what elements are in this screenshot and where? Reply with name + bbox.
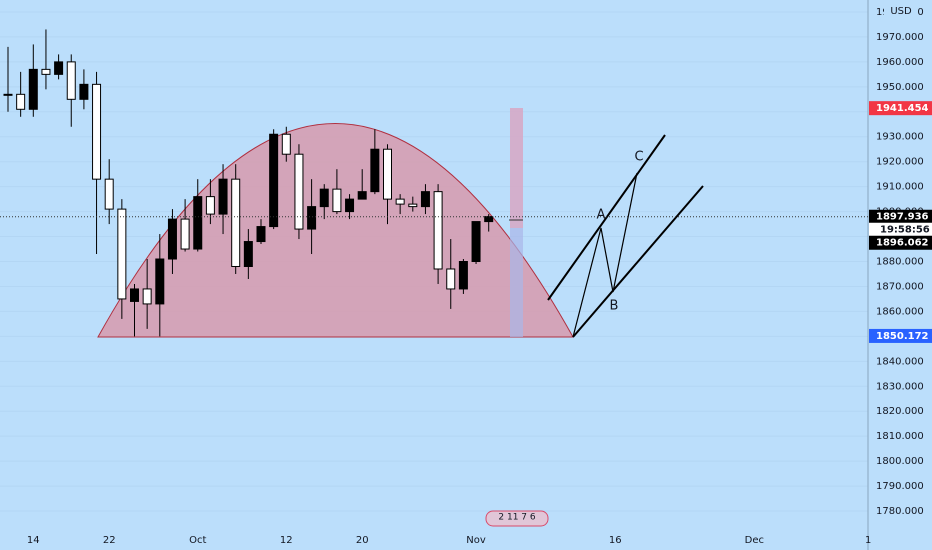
candle-body bbox=[142, 288, 152, 305]
price-axis bbox=[868, 0, 932, 550]
candle-body bbox=[3, 93, 13, 96]
events-text[interactable]: 2 11 7 6 bbox=[498, 513, 535, 523]
currency: USD bbox=[890, 6, 912, 17]
candle-body bbox=[395, 198, 405, 205]
candle-body bbox=[433, 191, 443, 270]
countdown-box bbox=[869, 222, 932, 237]
x-tick-label: 1 bbox=[865, 535, 871, 546]
candle-body bbox=[370, 148, 380, 193]
price-label: 1896.062 bbox=[876, 238, 929, 249]
candle-body bbox=[104, 178, 114, 210]
point-label: C bbox=[634, 150, 643, 165]
channel-upper bbox=[547, 134, 666, 301]
candle-body bbox=[269, 133, 279, 228]
candle-body bbox=[117, 208, 127, 300]
highlight-range-top bbox=[510, 108, 523, 228]
candle-body bbox=[130, 288, 139, 302]
candle-body bbox=[357, 191, 367, 200]
candle-body bbox=[256, 226, 266, 243]
candle-body bbox=[16, 93, 26, 110]
candle-body bbox=[231, 178, 241, 267]
y-tick-label: 1790.000 bbox=[876, 481, 924, 492]
candle-body bbox=[180, 218, 190, 250]
candle-body bbox=[408, 203, 418, 208]
candle-body bbox=[458, 261, 468, 290]
y-tick-label: 1870.000 bbox=[876, 281, 924, 292]
price-label-box bbox=[869, 328, 932, 343]
candle-body bbox=[319, 188, 329, 208]
y-tick-label: 1780.000 bbox=[876, 506, 924, 517]
y-tick-label: 1880.000 bbox=[876, 257, 924, 268]
price-label-box bbox=[869, 101, 932, 116]
candle-body bbox=[294, 153, 304, 230]
x-tick-label: Oct bbox=[189, 535, 206, 546]
y-tick-label: 1960.000 bbox=[876, 57, 924, 68]
y-tick-label: 1930.000 bbox=[876, 132, 924, 143]
y-tick-label: 1820.000 bbox=[876, 406, 924, 417]
candle-body bbox=[484, 216, 494, 223]
price-label: 1897.936 bbox=[876, 212, 929, 223]
price-label-box bbox=[869, 209, 932, 224]
y-tick-label: 1840.000 bbox=[876, 356, 924, 367]
candle-body bbox=[332, 188, 342, 213]
events-badge[interactable] bbox=[485, 510, 549, 527]
x-tick-label: 22 bbox=[103, 535, 116, 546]
candle-body bbox=[218, 178, 228, 215]
candle-body bbox=[66, 61, 76, 100]
price-label-box bbox=[869, 235, 932, 250]
y-tick-label: 1810.000 bbox=[876, 431, 924, 442]
price-label: 1850.172 bbox=[876, 331, 929, 342]
candle-body bbox=[54, 61, 64, 75]
candle-body bbox=[92, 83, 102, 180]
x-tick-label: Dec bbox=[745, 535, 764, 546]
candle-body bbox=[345, 198, 355, 213]
candle-body bbox=[28, 68, 38, 110]
currency-badge bbox=[884, 3, 918, 18]
point-label: A bbox=[597, 208, 606, 223]
candle-body bbox=[167, 218, 177, 260]
candle-body bbox=[446, 268, 456, 290]
candle-body bbox=[383, 148, 392, 200]
x-tick-label: 12 bbox=[280, 535, 293, 546]
candle-body bbox=[243, 241, 253, 267]
y-tick-label: 1920.000 bbox=[876, 157, 924, 168]
candles bbox=[3, 29, 494, 337]
y-tick-label: 1970.000 bbox=[876, 32, 924, 43]
y-tick-label: 1800.000 bbox=[876, 456, 924, 467]
point-label: B bbox=[610, 299, 619, 314]
candle-body bbox=[307, 206, 317, 230]
axis-labels: 1780.000 1790.000 1800.000 1810.000 1820.000… bbox=[876, 7, 924, 517]
candle-body bbox=[41, 68, 51, 75]
candle-body bbox=[205, 196, 215, 215]
candle-body bbox=[79, 83, 89, 100]
zigzag bbox=[572, 172, 638, 338]
countdown: 19:58:56 bbox=[880, 225, 930, 236]
candle-body bbox=[155, 258, 165, 305]
y-tick-label: 1860.000 bbox=[876, 306, 924, 317]
x-tick-label: 14 bbox=[27, 535, 40, 546]
x-tick-label: 16 bbox=[609, 535, 622, 546]
candle-body bbox=[471, 221, 481, 263]
x-tick-label: 20 bbox=[356, 535, 369, 546]
candle-body bbox=[281, 133, 291, 155]
channel-lower bbox=[572, 185, 704, 338]
candle-body bbox=[420, 191, 430, 208]
price-label: 1941.454 bbox=[876, 103, 929, 114]
candle-body bbox=[193, 196, 203, 250]
y-tick-label: 1910.000 bbox=[876, 182, 924, 193]
x-tick-label: Nov bbox=[466, 535, 486, 546]
channel bbox=[547, 134, 704, 338]
y-tick-label: 1950.000 bbox=[876, 82, 924, 93]
y-tick-label: 1830.000 bbox=[876, 381, 924, 392]
